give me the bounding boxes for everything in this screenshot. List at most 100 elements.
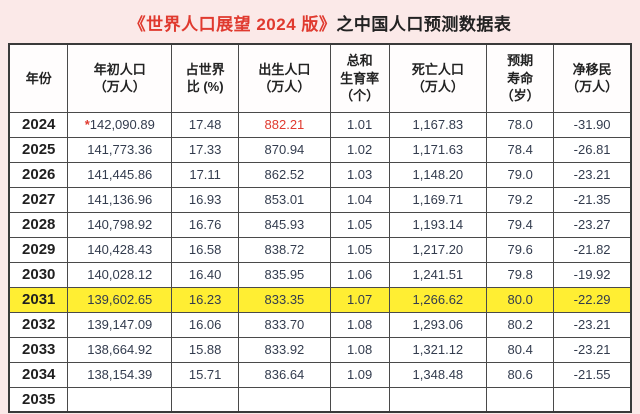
header-world-share: 占世界 比 (%) — [171, 43, 240, 113]
value-cell: -26.81 — [553, 136, 632, 163]
value-cell: 1,167.83 — [388, 111, 488, 138]
value-cell: 1,293.06 — [388, 311, 488, 338]
value-cell: 79.8 — [486, 261, 555, 288]
value-cell: 1.04 — [329, 186, 390, 213]
value-cell: 1,148.20 — [388, 161, 488, 188]
value-cell: 80.6 — [486, 361, 555, 388]
table-row: 2026 141,445.86 17.11 862.52 1.03 1,148.20 79.… — [8, 161, 632, 188]
value-cell: 833.70 — [238, 311, 331, 338]
year-cell: 2032 — [8, 311, 69, 338]
table-row: 2027 141,136.96 16.93 853.01 1.04 1,169.71 79.… — [8, 186, 632, 213]
value-cell: -22.29 — [553, 286, 632, 313]
value-cell: -21.82 — [553, 236, 632, 263]
value-cell: 16.93 — [171, 186, 240, 213]
year-cell: 2024 — [8, 111, 69, 138]
value-cell: 1,266.62 — [388, 286, 488, 313]
value-cell: -19.92 — [553, 261, 632, 288]
header-net-migration: 净移民 （万人） — [553, 43, 632, 113]
value-cell: -23.21 — [553, 311, 632, 338]
value-cell: 140,798.92 — [67, 211, 173, 238]
value-cell: 1,348.48 — [388, 361, 488, 388]
header-start-population: 年初人口 （万人） — [67, 43, 173, 113]
value-cell: 15.88 — [171, 336, 240, 363]
value-cell: 79.6 — [486, 236, 555, 263]
value-cell: 17.48 — [171, 111, 240, 138]
value-cell: 16.76 — [171, 211, 240, 238]
value-cell: 17.11 — [171, 161, 240, 188]
value-cell: 140,428.43 — [67, 236, 173, 263]
value-cell: 15.71 — [171, 361, 240, 388]
year-cell: 2027 — [8, 186, 69, 213]
value-cell: 80.0 — [486, 286, 555, 313]
header-births: 出生人口 （万人） — [238, 43, 331, 113]
value-cell: 845.93 — [238, 211, 331, 238]
value-cell: 1.07 — [329, 286, 390, 313]
value-cell: 78.4 — [486, 136, 555, 163]
value-cell: 79.2 — [486, 186, 555, 213]
value-cell: 1.08 — [329, 311, 390, 338]
year-cell: 2033 — [8, 336, 69, 363]
value-cell: 16.23 — [171, 286, 240, 313]
header-deaths: 死亡人口 （万人） — [388, 43, 488, 113]
value-cell: 1,171.63 — [388, 136, 488, 163]
year-cell: 2025 — [8, 136, 69, 163]
year-cell: 2034 — [8, 361, 69, 388]
table-header: 年份 年初人口 （万人） 占世界 比 (%) 出生人口 （万人） 总和 生育率 … — [8, 43, 632, 113]
value-cell: -21.35 — [553, 186, 632, 213]
value-cell: 1,217.20 — [388, 236, 488, 263]
value-cell: 1.08 — [329, 336, 390, 363]
table-row: 2032 139,147.09 16.06 833.70 1.08 1,293.06 80.… — [8, 311, 632, 338]
title-book-name: 《世界人口展望 2024 版》 — [128, 15, 337, 34]
value-cell: 79.0 — [486, 161, 555, 188]
asterisk-marker: * — [84, 117, 90, 133]
population-forecast-table: 年份 年初人口 （万人） 占世界 比 (%) 出生人口 （万人） 总和 生育率 … — [8, 43, 632, 414]
value-cell: -23.21 — [553, 161, 632, 188]
table-row: 2030 140,028.12 16.40 835.95 1.06 1,241.51 79.… — [8, 261, 632, 288]
value-cell: -31.90 — [553, 111, 632, 138]
value-cell: -21.55 — [553, 361, 632, 388]
year-cell: 2030 — [8, 261, 69, 288]
table-row: 2031 139,602.65 16.23 833.35 1.07 1,266.62 80.… — [8, 286, 632, 313]
value-cell: 16.40 — [171, 261, 240, 288]
value-cell — [67, 386, 173, 413]
year-cell: 2031 — [8, 286, 69, 313]
value-cell: 1.03 — [329, 161, 390, 188]
value-cell — [553, 386, 632, 413]
value-cell: -23.27 — [553, 211, 632, 238]
table-row: 2034 138,154.39 15.71 836.64 1.09 1,348.48 80.… — [8, 361, 632, 388]
year-cell: 2035 — [8, 386, 69, 413]
value-cell: 1,241.51 — [388, 261, 488, 288]
value-cell: 80.4 — [486, 336, 555, 363]
title-suffix: 之中国人口预测数据表 — [336, 15, 512, 34]
table-row: 2028 140,798.92 16.76 845.93 1.05 1,193.14 79.… — [8, 211, 632, 238]
value-cell: 138,664.92 — [67, 336, 173, 363]
value-cell: 16.06 — [171, 311, 240, 338]
table-body: 2024 *142,090.89 17.48 882.21 1.01 1,167.83 78… — [8, 111, 632, 413]
value-cell: 882.21 — [238, 111, 331, 138]
table-row: 2025 141,773.36 17.33 870.94 1.02 1,171.63 78.… — [8, 136, 632, 163]
value-cell: 16.58 — [171, 236, 240, 263]
value-cell: 838.72 — [238, 236, 331, 263]
value-cell: 139,602.65 — [67, 286, 173, 313]
value-cell: 1.09 — [329, 361, 390, 388]
value-cell: 836.64 — [238, 361, 331, 388]
table-row: 2029 140,428.43 16.58 838.72 1.05 1,217.20 79.… — [8, 236, 632, 263]
year-cell: 2026 — [8, 161, 69, 188]
value-cell: 1,169.71 — [388, 186, 488, 213]
value-cell — [388, 386, 488, 413]
value-cell: 141,136.96 — [67, 186, 173, 213]
value-cell: 870.94 — [238, 136, 331, 163]
value-cell: 1.05 — [329, 211, 390, 238]
value-cell — [238, 386, 331, 413]
value-cell: 1,321.12 — [388, 336, 488, 363]
value-cell — [329, 386, 390, 413]
value-cell: 139,147.09 — [67, 311, 173, 338]
value-cell: 1.02 — [329, 136, 390, 163]
year-cell: 2029 — [8, 236, 69, 263]
value-cell: 141,773.36 — [67, 136, 173, 163]
value-cell — [486, 386, 555, 413]
value-cell: 138,154.39 — [67, 361, 173, 388]
value-cell: 1.01 — [329, 111, 390, 138]
value-cell: 833.92 — [238, 336, 331, 363]
